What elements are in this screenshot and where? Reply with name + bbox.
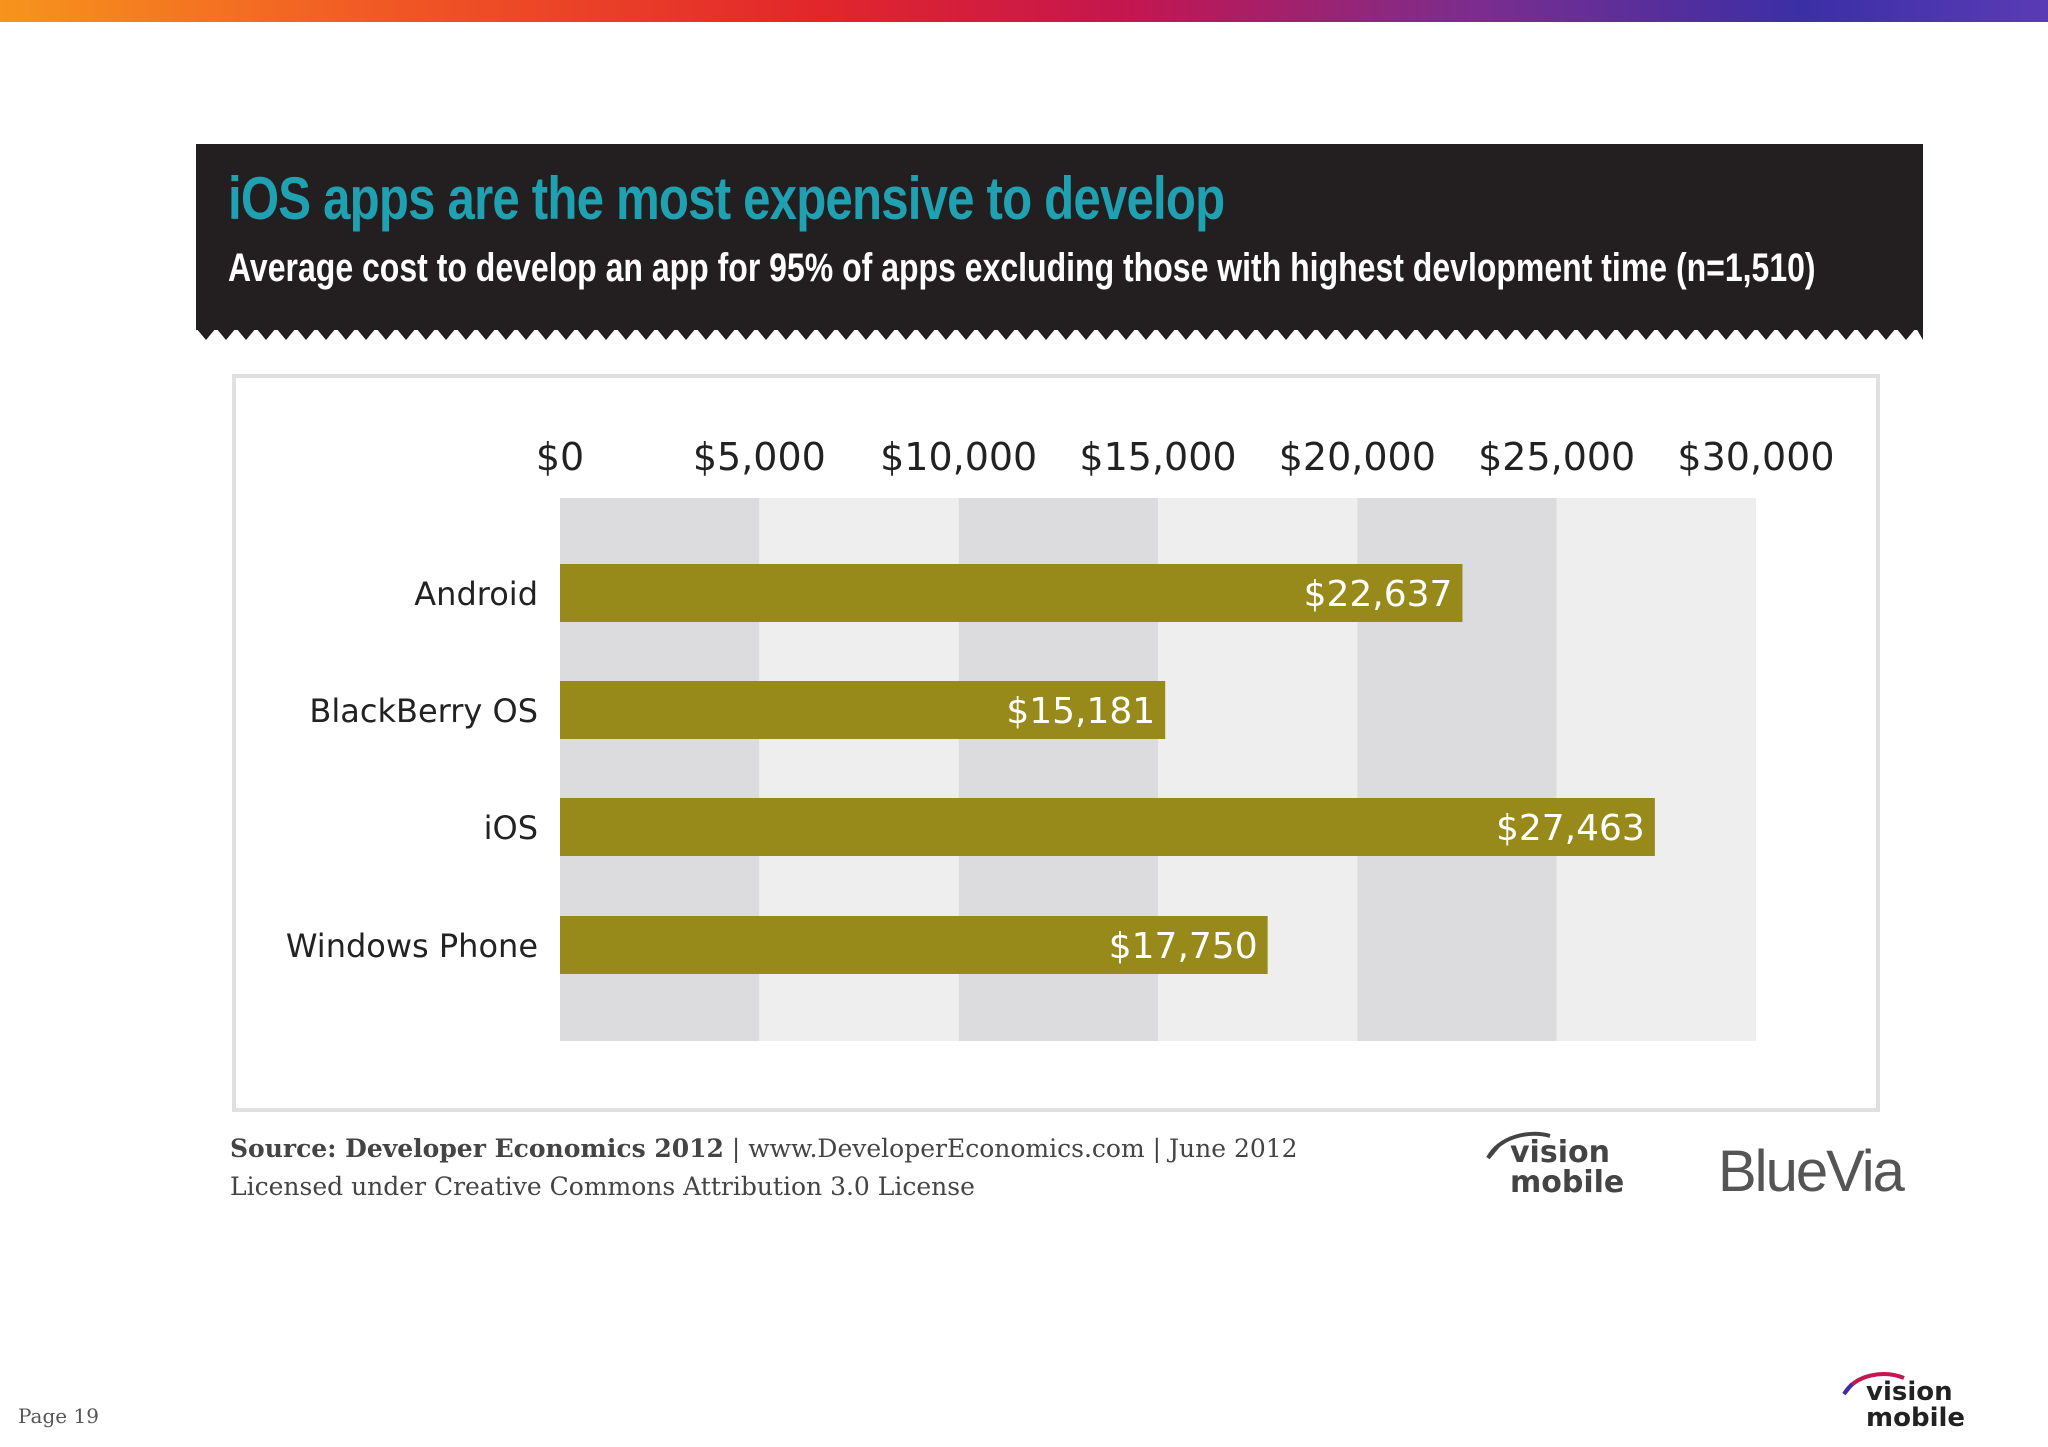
category-label: BlackBerry OS	[309, 692, 538, 730]
category-label: iOS	[484, 809, 538, 847]
license-note: Licensed under Creative Commons Attribut…	[230, 1172, 975, 1201]
x-tick-label: $0	[536, 435, 584, 479]
category-label: Windows Phone	[286, 927, 538, 965]
banner-zigzag-edge	[196, 328, 1923, 340]
mobile-logo-word: mobile	[1510, 1165, 1624, 1198]
x-tick-label: $10,000	[880, 435, 1037, 479]
x-tick-label: $15,000	[1079, 435, 1236, 479]
page-number: Page 19	[18, 1404, 99, 1428]
bar-value-label: $15,181	[1006, 691, 1155, 732]
bar	[560, 564, 1463, 622]
source-label: Source: Developer Economics 2012	[230, 1134, 724, 1163]
x-tick-label: $25,000	[1478, 435, 1635, 479]
title-banner: iOS apps are the most expensive to devel…	[196, 144, 1923, 330]
grid-band	[1556, 498, 1756, 1041]
x-tick-label: $5,000	[693, 435, 826, 479]
footer-vision-word: vision	[1866, 1377, 1953, 1407]
x-tick-label: $20,000	[1279, 435, 1436, 479]
x-tick-label: $30,000	[1677, 435, 1834, 479]
bar-value-label: $17,750	[1109, 926, 1258, 967]
bar-value-label: $22,637	[1304, 574, 1453, 615]
bar-value-label: $27,463	[1496, 808, 1645, 849]
bar	[560, 798, 1655, 856]
chart-title: iOS apps are the most expensive to devel…	[228, 165, 1225, 232]
visionmobile-footer-logo: vision mobile	[1842, 1372, 1965, 1430]
vision-logo-word: vision	[1510, 1135, 1610, 1170]
source-note: Source: Developer Economics 2012 | www.D…	[230, 1130, 1298, 1206]
bar	[560, 916, 1268, 974]
visionmobile-logo: vision mobile	[1486, 1131, 1624, 1198]
top-gradient-stripe	[0, 0, 2048, 22]
footer-mobile-word: mobile	[1866, 1403, 1965, 1430]
chart-subtitle: Average cost to develop an app for 95% o…	[228, 246, 1816, 290]
category-label: Android	[414, 575, 538, 613]
bar-chart: $0 $5,000 $10,000 $15,000 $20,000 $25,000 $30,…	[286, 435, 1835, 1041]
bar	[560, 681, 1166, 739]
bluevia-logo: BlueVia	[1718, 1139, 1905, 1204]
source-details: | www.DeveloperEconomics.com | June 2012	[723, 1134, 1298, 1163]
chart-frame: $0 $5,000 $10,000 $15,000 $20,000 $25,000 $30,…	[232, 374, 1880, 1112]
